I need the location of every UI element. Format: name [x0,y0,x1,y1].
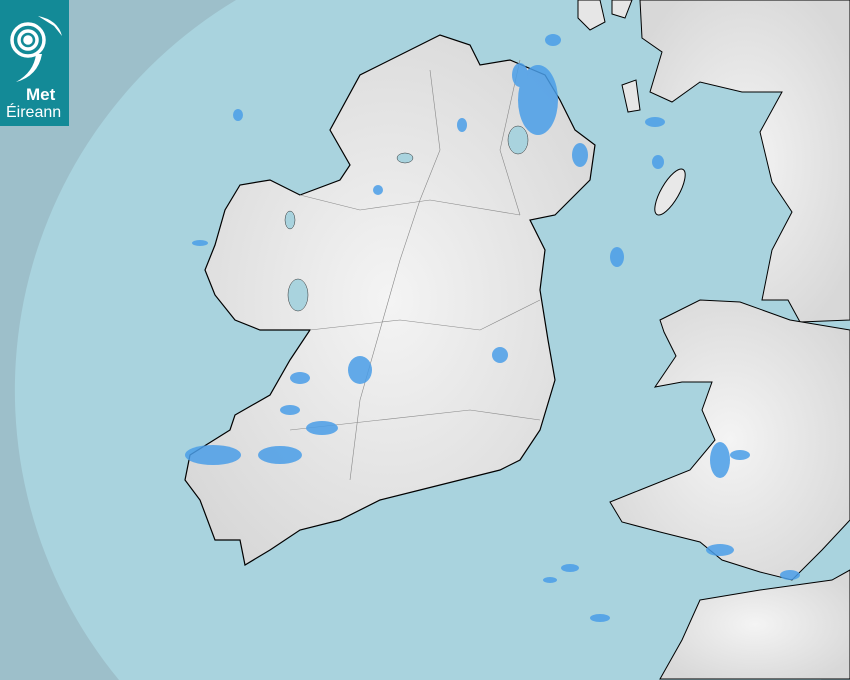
logo-text-eireann: Éireann [6,104,62,121]
land-isle-of-man [654,168,686,216]
land-ireland [184,34,596,566]
swirl-logo-icon [10,16,62,82]
land-scotland-islands [577,0,641,113]
land-scotland [639,0,850,323]
met-eireann-logo[interactable]: Met Éireann [0,0,69,126]
lakes [284,125,529,312]
land-england-wales [609,299,850,581]
rain-echoes [185,34,800,622]
land-southwest-england [659,569,850,680]
logo-text-met: Met [26,85,56,104]
